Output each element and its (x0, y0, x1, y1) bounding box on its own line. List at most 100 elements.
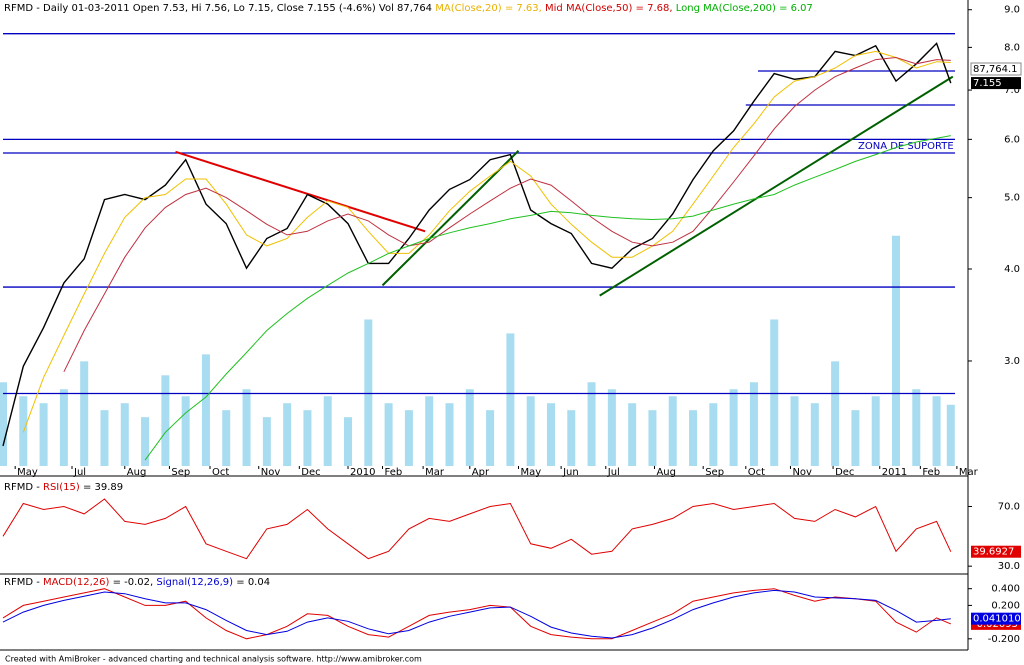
x-tick-label: Feb (922, 467, 940, 478)
volume-bar (181, 396, 190, 466)
volume-bar (729, 389, 738, 466)
panel-title: RFMD - RSI(15) = 39.89 (4, 482, 123, 493)
volume-bar (790, 396, 799, 466)
title-part: RFMD - (4, 482, 43, 493)
y-tick-label: 3.0 (1004, 356, 1020, 367)
volume-bar (222, 410, 231, 466)
y-tick-label: 30.0 (998, 561, 1020, 572)
x-tick-label: Aug (127, 467, 147, 478)
volume-bar (303, 410, 312, 466)
volume-bar (80, 361, 89, 466)
volume-bar (465, 389, 474, 466)
series-line (2, 42, 952, 447)
series-line (2, 589, 951, 639)
x-tick-label: Jul (607, 467, 620, 478)
volume-bar (0, 382, 7, 466)
volume-bar (668, 396, 677, 466)
x-tick-label: 2010 (350, 467, 375, 478)
volume-bar (141, 417, 150, 466)
series-line (2, 498, 952, 560)
x-tick-label: Oct (212, 467, 229, 478)
volume-bar (749, 382, 758, 466)
y-tick-label: 6.0 (1004, 134, 1020, 145)
volume-bar (262, 417, 271, 466)
y-tick-label: -0.200 (988, 634, 1020, 645)
volume-bar (607, 389, 616, 466)
x-tick-label: Dec (301, 467, 320, 478)
volume-bar (384, 403, 393, 466)
volume-bar (689, 410, 698, 466)
y-tick-label: 7.0 (1004, 85, 1020, 96)
volume-box-bg (970, 62, 1022, 76)
volume-bar (486, 410, 495, 466)
y-tick-label: 0.400 (991, 584, 1020, 595)
y-tick-label: 8.0 (1004, 42, 1020, 53)
x-tick-label: Nov (792, 467, 812, 478)
y-tick-label: 70.0 (998, 501, 1020, 512)
volume-bar (242, 389, 251, 466)
volume-bar (587, 382, 596, 466)
series-line (2, 588, 951, 640)
volume-bar (628, 403, 637, 466)
volume-bar (770, 319, 779, 466)
series-line (63, 56, 951, 373)
title-part: RSI(15) (43, 482, 80, 493)
volume-bar (567, 410, 576, 466)
volume-bar (404, 410, 413, 466)
title-part: Long MA(Close,200) = 6.07 (676, 3, 813, 14)
volume-bar (912, 389, 921, 466)
annotation: ZONA DE SUPORTE (858, 141, 954, 152)
volume-bar (344, 417, 353, 466)
volume-bar (100, 410, 109, 466)
volume-bar (506, 333, 515, 466)
x-tick-label: Mar (425, 467, 445, 478)
x-tick-label: Sep (705, 467, 724, 478)
volume-bar (323, 396, 332, 466)
volume-bar (546, 403, 555, 466)
volume-bar (526, 396, 535, 466)
panel-title: RFMD - Daily 01-03-2011 Open 7.53, Hi 7.… (4, 3, 813, 14)
trend-line (381, 150, 520, 287)
title-part: RFMD - (4, 577, 43, 588)
volume-bar (120, 403, 129, 466)
series-line (22, 50, 951, 433)
price-box: 7.155 (973, 78, 1002, 89)
volume-bar (831, 361, 840, 466)
value-box-bg (971, 545, 1021, 558)
title-part: MACD(12,26) (43, 577, 110, 588)
title-part: = -0.02, (109, 577, 156, 588)
x-tick-label: 2011 (882, 467, 907, 478)
volume-bar (201, 354, 210, 466)
volume-bar (364, 319, 373, 466)
value-box-bg (971, 612, 1021, 625)
title-part: MA(Close,20) = 7.63, (435, 3, 545, 14)
x-tick-label: Jun (562, 467, 579, 478)
volume-bar (709, 403, 718, 466)
y-tick-label: 0.200 (991, 600, 1020, 611)
volume-bar (648, 410, 657, 466)
x-tick-label: Feb (385, 467, 403, 478)
volume-bar (871, 396, 880, 466)
x-tick-label: Dec (835, 467, 854, 478)
title-part: Signal(12,26,9) (156, 577, 233, 588)
y-tick-label: 4.0 (1004, 264, 1020, 275)
y-tick-label: 5.0 (1004, 193, 1020, 204)
volume-bar (425, 396, 434, 466)
x-tick-label: Mar (959, 467, 979, 478)
volume-bar (932, 396, 941, 466)
x-tick-label: Jul (73, 467, 86, 478)
volume-bar (851, 410, 860, 466)
title-part: = 0.04 (233, 577, 270, 588)
volume-bar (445, 403, 454, 466)
volume-bar (891, 235, 900, 466)
title-part: Mid MA(Close,50) = 7.68, (545, 3, 676, 14)
x-tick-label: Oct (748, 467, 765, 478)
x-tick-label: Apr (472, 467, 490, 478)
volume-bar (283, 403, 292, 466)
x-tick-label: Nov (261, 467, 281, 478)
volume-bar (810, 403, 819, 466)
trend-line (175, 150, 426, 233)
volume-bar (39, 403, 48, 466)
